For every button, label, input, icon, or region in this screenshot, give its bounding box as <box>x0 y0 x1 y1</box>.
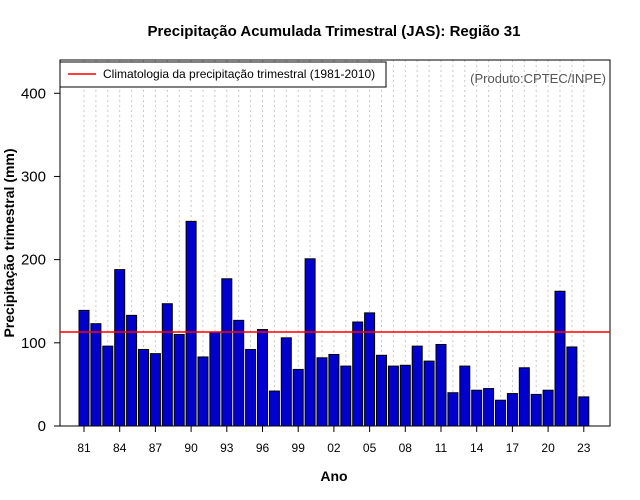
bar-2004 <box>352 321 364 427</box>
bar-2007 <box>387 365 399 427</box>
bar-1987 <box>149 353 161 427</box>
x-tick-label: 96 <box>256 441 270 455</box>
bar-2013 <box>459 365 471 427</box>
x-tick-label: 81 <box>77 441 91 455</box>
y-axis: 0 100 200 300 400 <box>21 85 60 435</box>
y-tick-label: 0 <box>38 418 46 435</box>
bar-1990 <box>185 220 197 427</box>
x-tick-label: 14 <box>470 441 484 455</box>
bar-1981 <box>78 309 90 427</box>
bar-2011 <box>435 343 447 427</box>
x-axis: 81 84 87 90 93 96 99 02 05 08 11 14 17 20 23 <box>77 426 591 455</box>
bar-1986 <box>138 348 149 427</box>
bar-2019 <box>530 393 542 427</box>
bar-2009 <box>411 345 423 427</box>
bars <box>78 220 590 427</box>
x-tick-label: 11 <box>435 441 448 455</box>
x-axis-title: Ano <box>320 468 347 484</box>
y-tick-label: 200 <box>21 252 46 269</box>
bar-1983 <box>102 345 114 427</box>
x-tick-label: 05 <box>363 441 377 455</box>
bar-2001 <box>316 357 328 427</box>
chart-title: Precipitação Acumulada Trimestral (JAS):… <box>148 23 521 40</box>
bar-1999 <box>292 368 304 427</box>
legend-label: Climatologia da precipitação trimestral … <box>103 67 375 81</box>
y-tick-label: 400 <box>21 85 46 102</box>
bar-1991 <box>197 356 209 427</box>
bar-1988 <box>161 303 173 427</box>
bar-2008 <box>399 364 411 427</box>
bar-1996 <box>257 329 268 427</box>
bar-2014 <box>471 389 483 427</box>
bar-1989 <box>173 334 185 427</box>
legend: Climatologia da precipitação trimestral … <box>59 61 387 88</box>
bar-1997 <box>268 390 280 427</box>
x-tick-label: 02 <box>327 441 341 455</box>
x-tick-label: 87 <box>149 441 163 455</box>
bar-1985 <box>126 314 138 427</box>
bar-2010 <box>423 360 435 427</box>
y-axis-title: Precipitação trimestral (mm) <box>1 148 17 337</box>
bar-1992 <box>209 331 221 427</box>
bar-2000 <box>304 258 316 427</box>
bar-1998 <box>280 337 292 427</box>
bar-2003 <box>340 365 352 427</box>
bar-2015 <box>483 388 495 427</box>
bar-1995 <box>245 348 257 427</box>
bar-2017 <box>506 393 518 427</box>
x-tick-label: 99 <box>292 441 306 455</box>
bar-2022 <box>566 346 578 427</box>
bar-1982 <box>90 323 102 427</box>
x-tick-label: 20 <box>541 441 555 455</box>
bar-1994 <box>233 319 245 427</box>
bar-1984 <box>114 269 126 427</box>
bar-2023 <box>578 396 590 427</box>
bar-2021 <box>554 290 566 427</box>
source-note: (Produto:CPTEC/INPE) <box>470 71 606 86</box>
bar-2016 <box>495 399 506 427</box>
x-tick-label: 84 <box>113 441 127 455</box>
x-tick-label: 17 <box>506 441 520 455</box>
bar-2020 <box>542 389 554 427</box>
bar-1993 <box>221 278 233 427</box>
y-tick-label: 300 <box>21 168 46 185</box>
x-tick-label: 90 <box>184 441 198 455</box>
bar-2012 <box>447 392 459 427</box>
x-tick-label: 08 <box>399 441 413 455</box>
x-tick-label: 23 <box>577 441 591 455</box>
bar-2005 <box>364 312 376 427</box>
x-tick-label: 93 <box>220 441 234 455</box>
bar-2006 <box>376 354 387 427</box>
bar-2002 <box>328 353 340 427</box>
y-tick-label: 100 <box>21 335 46 352</box>
bar-2018 <box>518 367 530 427</box>
legend-box <box>59 61 387 88</box>
